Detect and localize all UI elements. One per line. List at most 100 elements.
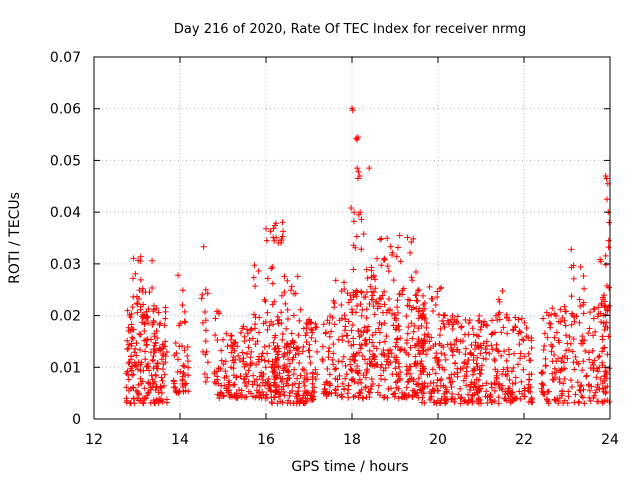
data-point bbox=[345, 394, 352, 401]
data-point bbox=[427, 380, 434, 387]
data-point bbox=[419, 384, 426, 391]
data-point bbox=[568, 246, 575, 253]
data-point bbox=[551, 365, 558, 372]
data-point bbox=[358, 289, 365, 296]
data-point bbox=[511, 350, 518, 357]
data-point bbox=[325, 348, 332, 355]
data-point bbox=[571, 318, 578, 325]
data-point bbox=[180, 362, 187, 369]
data-point bbox=[492, 381, 499, 388]
data-point bbox=[296, 360, 303, 367]
data-point bbox=[414, 360, 421, 367]
data-point bbox=[489, 317, 496, 324]
data-point bbox=[361, 356, 368, 363]
data-point bbox=[180, 388, 187, 395]
data-point bbox=[181, 318, 188, 325]
data-point bbox=[136, 346, 143, 353]
data-point bbox=[395, 372, 402, 379]
data-point bbox=[151, 333, 158, 340]
data-point bbox=[254, 381, 261, 388]
data-point bbox=[239, 392, 246, 399]
data-point bbox=[198, 295, 205, 302]
data-point bbox=[237, 329, 244, 336]
data-point bbox=[581, 285, 588, 292]
data-point bbox=[361, 324, 368, 331]
data-point bbox=[368, 264, 375, 271]
data-point bbox=[404, 302, 411, 309]
data-point bbox=[528, 337, 535, 344]
data-point bbox=[128, 342, 135, 349]
data-point bbox=[129, 303, 136, 310]
data-point bbox=[500, 324, 507, 331]
data-point bbox=[413, 291, 420, 298]
data-point bbox=[580, 299, 587, 306]
data-point bbox=[287, 389, 294, 396]
data-point bbox=[158, 395, 165, 402]
data-point bbox=[578, 340, 585, 347]
data-point bbox=[291, 366, 298, 373]
data-point bbox=[586, 309, 593, 316]
data-point bbox=[392, 365, 399, 372]
data-point bbox=[362, 293, 369, 300]
data-point bbox=[488, 342, 495, 349]
data-point bbox=[369, 381, 376, 388]
data-point bbox=[125, 360, 132, 367]
data-point bbox=[570, 359, 577, 366]
data-point bbox=[585, 382, 592, 389]
data-point bbox=[128, 353, 135, 360]
data-point bbox=[152, 371, 159, 378]
data-point bbox=[495, 394, 502, 401]
data-point bbox=[553, 329, 560, 336]
data-point bbox=[339, 380, 346, 387]
data-point bbox=[557, 306, 564, 313]
data-point bbox=[255, 268, 262, 275]
data-point bbox=[502, 388, 509, 395]
data-point bbox=[433, 400, 440, 407]
data-point bbox=[408, 320, 415, 327]
data-point bbox=[400, 285, 407, 292]
data-point bbox=[347, 361, 354, 368]
data-point bbox=[491, 379, 498, 386]
data-point bbox=[354, 165, 361, 172]
data-point bbox=[561, 376, 568, 383]
y-tick-label: 0.04 bbox=[50, 205, 81, 221]
data-point bbox=[348, 306, 355, 313]
data-point bbox=[200, 243, 207, 250]
data-point bbox=[410, 235, 417, 242]
data-point bbox=[279, 233, 286, 240]
data-point bbox=[413, 342, 420, 349]
data-point bbox=[236, 356, 243, 363]
data-point bbox=[218, 357, 225, 364]
data-point bbox=[149, 384, 156, 391]
data-point bbox=[348, 327, 355, 334]
data-point bbox=[161, 322, 168, 329]
data-point bbox=[252, 314, 259, 321]
data-point bbox=[590, 315, 597, 322]
data-point bbox=[326, 333, 333, 340]
data-point bbox=[266, 322, 273, 329]
data-point bbox=[486, 350, 493, 357]
data-point bbox=[293, 400, 300, 407]
data-point bbox=[548, 348, 555, 355]
data-point bbox=[366, 300, 373, 307]
data-point bbox=[572, 391, 579, 398]
data-point bbox=[578, 382, 585, 389]
data-point bbox=[313, 324, 320, 331]
data-point bbox=[434, 288, 441, 295]
data-point bbox=[303, 338, 310, 345]
data-point bbox=[602, 261, 609, 268]
data-point bbox=[403, 384, 410, 391]
data-point bbox=[374, 361, 381, 368]
data-point bbox=[356, 333, 363, 340]
data-point bbox=[240, 355, 247, 362]
data-point bbox=[504, 372, 511, 379]
data-point bbox=[491, 357, 498, 364]
data-point bbox=[301, 367, 308, 374]
data-point bbox=[349, 367, 356, 374]
data-point bbox=[309, 396, 316, 403]
data-point bbox=[602, 172, 609, 179]
data-point bbox=[404, 337, 411, 344]
data-point bbox=[289, 337, 296, 344]
data-point bbox=[272, 220, 279, 227]
